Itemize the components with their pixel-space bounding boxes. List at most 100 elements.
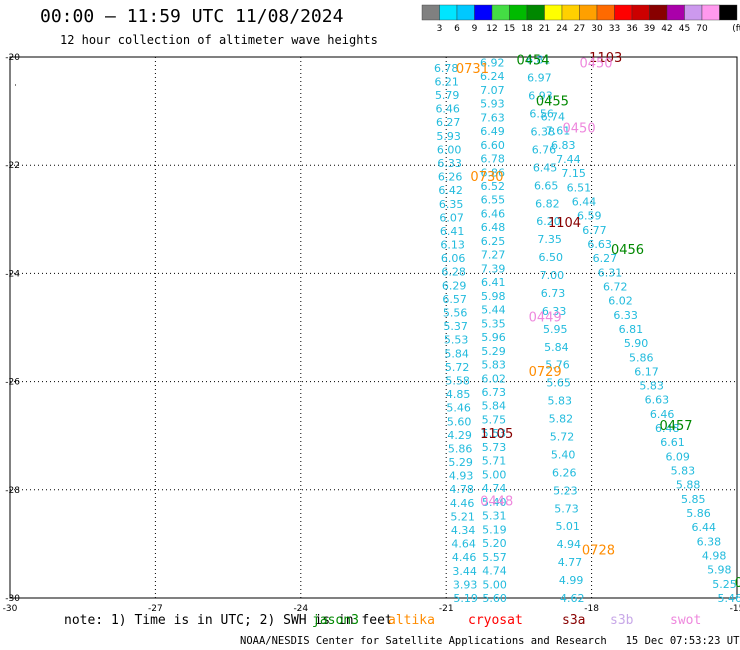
swh-value: 6.21 <box>434 75 459 88</box>
swh-value: 6.44 <box>691 521 716 534</box>
swh-value: 7.00 <box>540 269 565 282</box>
swh-value: 5.83 <box>639 380 664 393</box>
swh-value: 5.00 <box>482 578 507 591</box>
swh-value: 4.46 <box>450 497 475 510</box>
swh-value: 6.61 <box>660 436 685 449</box>
swh-value: 6.41 <box>481 276 506 289</box>
satellite-legend-jason3: jason3 <box>312 613 359 628</box>
swh-value: 6.63 <box>587 238 612 251</box>
swh-value: 6.20 <box>536 215 561 228</box>
x-tick-label: -21 <box>439 604 454 614</box>
swh-value: 5.72 <box>445 361 470 374</box>
swh-value: 6.49 <box>480 125 505 138</box>
swh-value: 5.86 <box>448 442 473 455</box>
colorbar-swatch <box>684 4 703 21</box>
colorbar-swatch <box>666 4 685 21</box>
swh-value: 5.72 <box>550 431 575 444</box>
swh-value: 5.84 <box>444 347 469 360</box>
swh-value: 6.50 <box>538 251 563 264</box>
swh-value: 6.52 <box>481 180 506 193</box>
pass-time-label: 0457 <box>659 419 692 434</box>
pass-time-labels: 0454 110304500731045504500730110404560449… <box>456 51 740 591</box>
swh-value: 6.93 <box>528 90 553 103</box>
swh-value: 5.82 <box>549 413 574 426</box>
swh-value: 6.78 <box>480 153 505 166</box>
swh-value: 5.29 <box>448 456 473 469</box>
swh-value: 4.93 <box>449 470 474 483</box>
colorbar-swatch <box>526 4 545 21</box>
colorbar-tick-label: 3 <box>437 24 443 34</box>
swh-value: 3.44 <box>452 565 477 578</box>
satellite-legend-cryosat: cryosat <box>468 613 523 628</box>
swh-value: 5.86 <box>686 507 711 520</box>
swh-value: 6.17 <box>634 365 659 378</box>
swh-value: 6.09 <box>665 450 690 463</box>
swh-value: 6.97 <box>527 72 552 85</box>
swh-value: 6.41 <box>440 225 465 238</box>
swh-value: 6.26 <box>438 171 463 184</box>
swh-value: 6.72 <box>603 280 628 293</box>
colorbar-tick-label: 27 <box>574 24 585 34</box>
colorbar-swatch <box>561 4 580 21</box>
swh-value: 5.60 <box>482 592 507 605</box>
swh-value: 4.29 <box>447 429 472 442</box>
swh-value: 5.40 <box>482 496 507 509</box>
swh-value: 4.34 <box>451 524 476 537</box>
swh-value: 3.93 <box>453 578 478 591</box>
swh-value: 6.38 <box>697 535 722 548</box>
swh-value: 5.44 <box>481 304 506 317</box>
swh-value: 4.98 <box>702 550 727 563</box>
plot-frame <box>9 56 738 599</box>
swh-value: 6.63 <box>645 394 670 407</box>
swh-value: 5.53 <box>444 334 469 347</box>
swh-value: 7.27 <box>481 249 506 262</box>
swh-value: 5.86 <box>629 351 654 364</box>
swh-value: 6.92 <box>480 56 505 69</box>
swh-value: 5.96 <box>481 331 506 344</box>
pass-time-label: 0456 <box>611 243 644 258</box>
colorbar-swatch <box>421 4 440 21</box>
swh-value: 6.74 <box>541 111 566 124</box>
colorbar-swatch <box>596 4 615 21</box>
swh-value: 4.74 <box>482 565 507 578</box>
y-tick-label: -30 <box>5 594 20 604</box>
x-tick-label: -18 <box>584 604 599 614</box>
colorbar-tick-label: 9 <box>472 24 478 34</box>
swh-value: 5.85 <box>681 493 706 506</box>
pass-time-label: 0731 <box>456 62 489 77</box>
swh-value: 5.46 <box>717 592 740 605</box>
colorbar-tick-label: 6 <box>454 24 460 34</box>
swh-value: 5.93 <box>436 130 461 143</box>
axis-tick-labels: -30 -27 -24 -21 -18 -15 -20 -22 -24 -26 -28 -30 <box>3 53 740 614</box>
x-tick-label: -24 <box>293 604 308 614</box>
swh-value: 6.29 <box>442 279 467 292</box>
swh-value: 5.19 <box>482 523 507 536</box>
swh-value: 6.81 <box>526 54 551 67</box>
swh-value: 6.02 <box>481 372 506 385</box>
swh-value: 5.75 <box>482 413 507 426</box>
swh-value: 6.83 <box>551 139 576 152</box>
pass-time-label: 0454 <box>516 54 549 69</box>
pass-time-label: 0455 <box>536 94 569 109</box>
colorbar-tick-label: 42 <box>661 24 672 34</box>
swh-value: 6.73 <box>481 386 506 399</box>
swh-value: 6.24 <box>480 70 505 83</box>
colorbar-tick-label: 21 <box>539 24 550 34</box>
y-tick-label: -24 <box>5 269 20 279</box>
swh-value: 6.46 <box>650 408 675 421</box>
swh-value: 6.45 <box>533 161 558 174</box>
colorbar-unit: (ft) <box>732 24 740 34</box>
swh-value: 6.44 <box>572 195 597 208</box>
swh-value: 6.27 <box>593 252 618 265</box>
swh-value: 5.46 <box>446 402 471 415</box>
swh-value: 6.77 <box>582 224 607 237</box>
colorbar-swatch <box>614 4 633 21</box>
swh-value: 7.07 <box>480 84 505 97</box>
swh-value: 7.61 <box>546 125 571 138</box>
swh-value: 6.65 <box>534 179 559 192</box>
swh-value: 5.23 <box>553 484 578 497</box>
colorbar-swatch <box>456 4 475 21</box>
pass-time-label: 1105 <box>480 427 513 442</box>
swh-value: 5.98 <box>707 564 732 577</box>
